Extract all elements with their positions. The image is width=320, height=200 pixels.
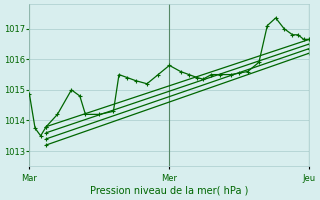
X-axis label: Pression niveau de la mer( hPa ): Pression niveau de la mer( hPa ) [90,186,249,196]
